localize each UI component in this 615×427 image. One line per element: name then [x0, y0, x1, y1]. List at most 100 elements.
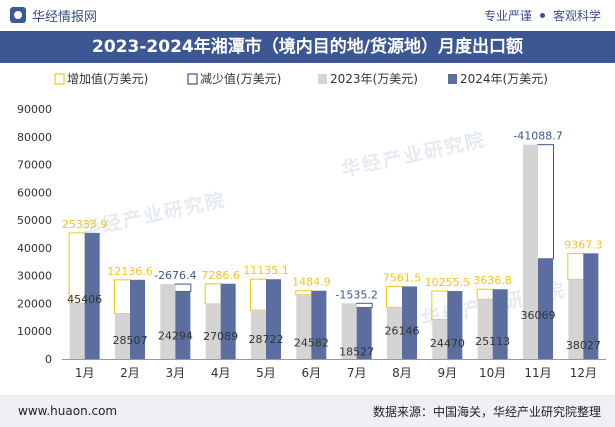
- bar-2024-value-label: 28507: [113, 334, 148, 347]
- bar-2024: [538, 258, 553, 359]
- y-tick-label: 70000: [17, 159, 52, 172]
- x-tick-label: 2月: [120, 366, 140, 380]
- change-value-label: 11135.1: [243, 264, 289, 277]
- y-tick-label: 50000: [17, 214, 52, 227]
- change-outline-bar: [174, 283, 192, 293]
- change-value-label: 7286.6: [201, 269, 240, 282]
- x-tick-label: 1月: [75, 366, 95, 380]
- y-tick-label: 20000: [17, 297, 52, 310]
- change-outline-bar: [204, 283, 222, 305]
- change-outline-bar: [250, 278, 267, 311]
- change-value-label: -2676.4: [154, 269, 196, 282]
- bar-2024: [84, 232, 100, 359]
- change-value-label: -41088.7: [513, 130, 562, 143]
- bar-2024-value-label: 38027: [566, 339, 601, 352]
- change-value-label: 7561.5: [383, 271, 422, 284]
- x-tick-label: 10月: [479, 366, 506, 380]
- bar-2024: [492, 289, 508, 359]
- legend-2023-label: 2023年(万美元): [330, 72, 418, 86]
- bar-2024: [447, 291, 463, 359]
- change-outline-bar: [476, 288, 494, 300]
- x-tick-label: 6月: [302, 366, 322, 380]
- legend-2024-label: 2024年(万美元): [460, 72, 548, 86]
- bar-2024-value-label: 18527: [339, 346, 374, 359]
- bar-2023: [387, 307, 402, 359]
- x-tick-label: 12月: [570, 366, 597, 380]
- change-value-label: 9367.3: [564, 238, 603, 251]
- brand: 华经情报网: [10, 6, 97, 25]
- bar-2023: [69, 303, 85, 359]
- y-tick-label: 30000: [17, 270, 52, 283]
- bar-2024-value-label: 25113: [475, 335, 510, 348]
- bar-2024: [402, 286, 417, 359]
- bar-2024-value-label: 27089: [203, 330, 238, 343]
- bar-2023: [432, 319, 448, 359]
- change-value-label: 25333.9: [62, 218, 108, 231]
- bar-2024-value-label: 28722: [249, 333, 284, 346]
- x-tick-label: 11月: [524, 366, 551, 380]
- change-value-label: 12136.6: [107, 265, 153, 278]
- x-tick-label: 5月: [256, 366, 276, 380]
- bar-2023: [341, 303, 357, 359]
- change-outline-bar: [114, 279, 131, 315]
- change-value-label: 3636.8: [473, 274, 512, 287]
- bar-2024: [175, 291, 191, 359]
- bar-2023: [205, 303, 221, 359]
- brand-logo-icon: [10, 7, 26, 23]
- tag-professional: 专业严谨: [483, 8, 532, 23]
- bar-2023: [296, 294, 312, 359]
- change-outline-bar: [386, 285, 403, 308]
- bar-2023: [251, 310, 266, 359]
- bar-2024-value-label: 26146: [385, 324, 420, 337]
- legend-increase-swatch: [54, 73, 65, 85]
- y-tick-label: 40000: [17, 242, 52, 255]
- footer-source: 数据来源：中国海关，华经产业研究院整理: [372, 404, 601, 419]
- change-outline-bar: [355, 302, 373, 309]
- top-bar: 华经情报网 专业严谨 客观科学: [0, 0, 615, 30]
- bar-2023: [523, 144, 538, 359]
- legend-decrease-swatch: [187, 73, 198, 85]
- bar-2024: [356, 307, 372, 359]
- tag-objective: 客观科学: [552, 8, 601, 23]
- bullet-dot-icon: [539, 12, 545, 18]
- bar-2024-value-label: 36069: [521, 309, 556, 322]
- x-tick-label: 9月: [438, 366, 458, 380]
- x-tick-label: 4月: [211, 366, 231, 380]
- bar-2023: [115, 313, 130, 359]
- change-value-label: 1484.9: [292, 276, 331, 289]
- x-tick-label: 3月: [166, 366, 186, 380]
- legend-increase-label: 增加值(万美元): [67, 71, 148, 86]
- bar-2024: [130, 279, 145, 359]
- footer: www.huaon.com 数据来源：中国海关，华经产业研究院整理: [0, 395, 615, 427]
- x-tick-label: 7月: [347, 366, 367, 380]
- bar-2024-value-label: 24582: [294, 337, 329, 350]
- change-outline-bar: [431, 290, 449, 321]
- bar-2023: [160, 284, 176, 359]
- chart-area: 增加值(万美元) 减少值(万美元) 2023年(万美元) 2024年(万美元) 0 100…: [17, 71, 606, 380]
- bar-2024: [220, 283, 236, 359]
- bar-2024-value-label: 24294: [158, 330, 193, 343]
- y-tick-label: 60000: [17, 186, 52, 199]
- header-tags: 专业严谨 客观科学: [484, 7, 601, 24]
- bar-2024: [266, 279, 281, 359]
- y-tick-label: 0: [45, 353, 52, 366]
- y-tick-label: 80000: [17, 131, 52, 144]
- legend-2023-swatch: [318, 74, 327, 84]
- change-value-label: 10255.5: [425, 276, 471, 289]
- bar-2024-value-label: 45406: [67, 293, 102, 306]
- bar-2024: [583, 253, 599, 359]
- bar-2024-value-label: 24470: [430, 337, 465, 350]
- change-outline-bar: [537, 144, 554, 260]
- bar-2024: [311, 290, 327, 359]
- chart-title: 2023-2024年湘潭市（境内目的地/货源地）月度出口额: [0, 31, 615, 63]
- bar-2023: [568, 279, 584, 359]
- change-value-label: -1535.2: [335, 288, 377, 301]
- bar-2023: [477, 299, 493, 359]
- change-outline-bar: [567, 252, 585, 280]
- footer-website[interactable]: www.huaon.com: [18, 404, 118, 418]
- legend-2024-swatch: [448, 74, 457, 84]
- y-tick-label: 90000: [17, 103, 52, 116]
- x-tick-label: 8月: [392, 366, 412, 380]
- brand-name: 华经情报网: [32, 9, 98, 25]
- change-outline-bar: [295, 290, 313, 296]
